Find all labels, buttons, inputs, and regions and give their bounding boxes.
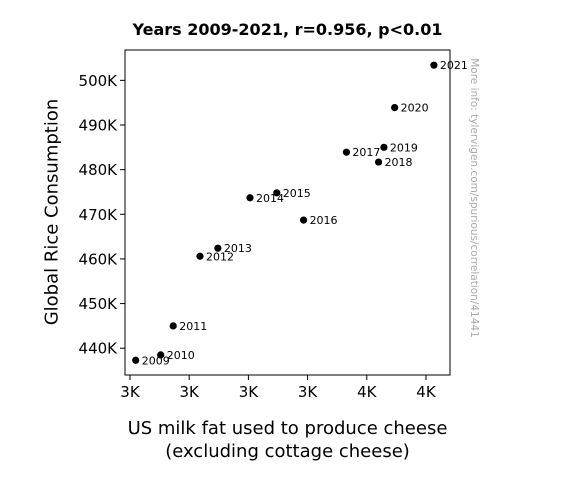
data-point (132, 356, 140, 364)
data-point (157, 351, 165, 359)
point-label: 2020 (401, 102, 429, 115)
data-point (374, 158, 383, 166)
data-point (342, 148, 351, 156)
point-label: 2010 (167, 349, 195, 362)
y-tick-label: 490K (79, 117, 119, 135)
data-point (214, 244, 222, 252)
point-label: 2012 (206, 250, 234, 263)
y-tick-label: 460K (79, 250, 119, 268)
point-label: 2015 (283, 187, 311, 200)
y-tick-label: 470K (79, 206, 119, 224)
y-tick-label: 440K (79, 340, 119, 358)
x-tick-label: 3K (180, 383, 201, 401)
data-point (380, 143, 388, 151)
chart-title: Years 2009-2021, r=0.956, p<0.01 (132, 20, 443, 39)
y-tick-label: 450K (79, 295, 119, 313)
data-point (391, 103, 399, 112)
point-label: 2017 (352, 146, 380, 159)
x-axis-label: US milk fat used to produce cheese (excl… (127, 418, 448, 462)
x-tick-label: 4K (357, 383, 378, 401)
point-label: 2009 (142, 354, 170, 367)
point-label: 2021 (440, 59, 468, 72)
x-tick-label: 4K (416, 383, 437, 401)
data-point (196, 252, 204, 260)
y-tick-label: 480K (79, 161, 119, 179)
x-tick-label: 3K (239, 383, 260, 401)
point-label: 2016 (310, 214, 338, 227)
data-point (169, 322, 177, 330)
data-point (246, 194, 254, 202)
y-tick-label: 500K (79, 72, 119, 90)
plot-frame (124, 49, 451, 376)
point-label: 2018 (385, 156, 413, 169)
point-label: 2011 (179, 320, 207, 333)
x-tick-label: 3K (298, 383, 319, 401)
point-label: 2013 (224, 242, 252, 255)
x-tick-label: 3K (120, 383, 141, 401)
data-point (273, 189, 281, 197)
data-point (299, 216, 308, 224)
point-label: 2019 (390, 141, 418, 154)
data-point (430, 61, 438, 69)
